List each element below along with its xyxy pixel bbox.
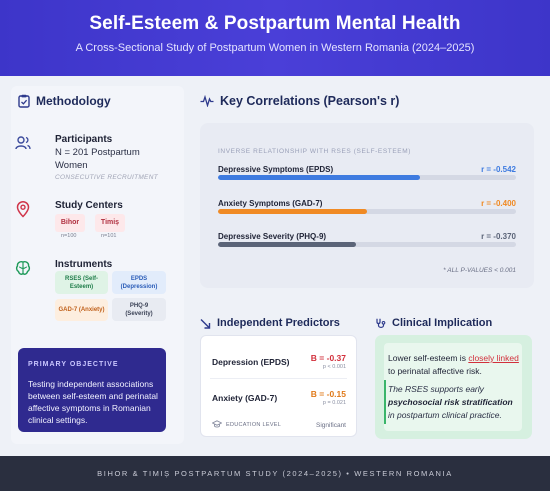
corr-fill-epds [218,175,420,180]
page-header: Self-Esteem & Postpartum Mental Health A… [0,0,550,76]
predictors-heading: Independent Predictors [200,317,340,329]
participants-count: N = 201 Postpartum [55,147,140,158]
participants-type: Women [55,160,88,171]
corr-track-phq9 [218,242,516,247]
page-title: Self-Esteem & Postpartum Mental Health [89,13,461,34]
instrument-epds-line1: EPDS [130,276,148,282]
instrument-chip-epds: EPDS (Depression) [112,271,166,294]
predictor-label-epds: Depression (EPDS) [212,357,290,367]
methodology-title: Methodology [36,94,111,108]
predictor-b-gad7: B = -0.15 [310,389,346,399]
instrument-phq9-line1: PHQ-9 [129,303,149,309]
implication-text-1b: to perinatal affective risk. [388,366,482,376]
implication-text-2a: The RSES supports early [388,384,484,394]
predictor-divider [210,378,347,379]
correlations-title: Key Correlations (Pearson's r) [220,94,400,108]
corr-r-gad7: r = -0.400 [481,199,516,208]
recruitment-note: CONSECUTIVE RECRUITMENT [55,174,158,181]
implication-text-2: The RSES supports early psychosocial ris… [388,383,520,422]
instrument-chip-rses: RSES (Self- Esteem) [55,271,108,294]
implication-text-1: Lower self-esteem is closely linked to p… [388,352,520,378]
participants-label: Participants [55,134,113,145]
correlations-subtitle: INVERSE RELATIONSHIP WITH RSES (SELF-EST… [218,148,412,155]
primary-objective-card: PRIMARY OBJECTIVE Testing independent as… [18,348,166,432]
corr-label-phq9: Depressive Severity (PHQ-9) [218,232,327,241]
instruments-label: Instruments [55,259,113,270]
corr-track-epds [218,175,516,180]
instrument-rses-line2: Esteem) [69,284,94,290]
implication-card: Lower self-esteem is closely linked to p… [375,335,532,439]
corr-label-epds: Depressive Symptoms (EPDS) [218,165,334,174]
implication-text-1a: Lower self-esteem is [388,353,469,363]
implication-heading: Clinical Implication [375,317,492,329]
pulse-icon [200,95,214,107]
corr-fill-phq9 [218,242,356,247]
predictors-card: Depression (EPDS) B = -0.37 p < 0.001 An… [200,335,357,437]
map-pin-icon [16,201,30,218]
corr-track-gad7 [218,209,516,214]
page-footer: BIHOR & TIMIȘ POSTPARTUM STUDY (2024–202… [0,456,550,491]
objective-body: Testing independent associations between… [28,379,158,425]
correlations-card: INVERSE RELATIONSHIP WITH RSES (SELF-EST… [200,123,534,288]
instrument-chip-gad7: GAD-7 (Anxiety) [55,299,108,321]
clipboard-check-icon [18,94,30,108]
centers-label: Study Centers [55,200,123,211]
predictor-p-gad7: p = 0.021 [322,400,346,406]
graduation-cap-icon [212,420,222,428]
instrument-chip-phq9: PHQ-9 (Severity) [112,298,166,321]
methodology-heading: Methodology [18,94,111,108]
instrument-epds-line2: (Depression) [120,284,158,290]
education-label: EDUCATION LEVEL [226,422,282,428]
trend-down-icon [200,318,211,329]
implication-inner: Lower self-esteem is closely linked to p… [384,343,522,431]
corr-fill-gad7 [218,209,367,214]
instrument-rses-line1: RSES (Self- [64,276,98,282]
corr-r-phq9: r = -0.370 [481,232,516,241]
p-value-note: * ALL P-VALUES < 0.001 [443,267,516,274]
brain-icon [15,261,31,275]
correlations-heading: Key Correlations (Pearson's r) [200,94,399,108]
predictor-label-gad7: Anxiety (GAD-7) [212,393,278,403]
center-chip-bihor: Bihor [55,214,85,232]
implication-bold: psychosocial risk stratification [388,397,513,407]
education-value: Significant [316,422,346,429]
instrument-gad7-line1: GAD-7 (Anxiety) [58,307,105,313]
objective-title: PRIMARY OBJECTIVE [28,361,119,368]
center-n-bihor: n=100 [61,233,77,239]
implication-text-2b: in postpartum clinical practice. [388,410,502,420]
stethoscope-icon [376,318,386,328]
center-chip-timis: Timiș [95,214,125,232]
instrument-phq9-line2: (Severity) [125,311,153,317]
predictors-title: Independent Predictors [217,317,340,329]
users-icon [15,136,31,150]
implication-highlight: closely linked [468,353,519,363]
footer-text: BIHOR & TIMIȘ POSTPARTUM STUDY (2024–202… [97,469,453,478]
predictor-p-epds: p < 0.001 [322,364,346,370]
implication-accent-bar [384,380,386,424]
corr-label-gad7: Anxiety Symptoms (GAD-7) [218,199,323,208]
predictor-b-epds: B = -0.37 [310,353,346,363]
center-n-timis: n=101 [101,233,117,239]
page-subtitle: A Cross-Sectional Study of Postpartum Wo… [75,42,475,54]
corr-r-epds: r = -0.542 [481,165,516,174]
implication-title: Clinical Implication [392,317,493,329]
